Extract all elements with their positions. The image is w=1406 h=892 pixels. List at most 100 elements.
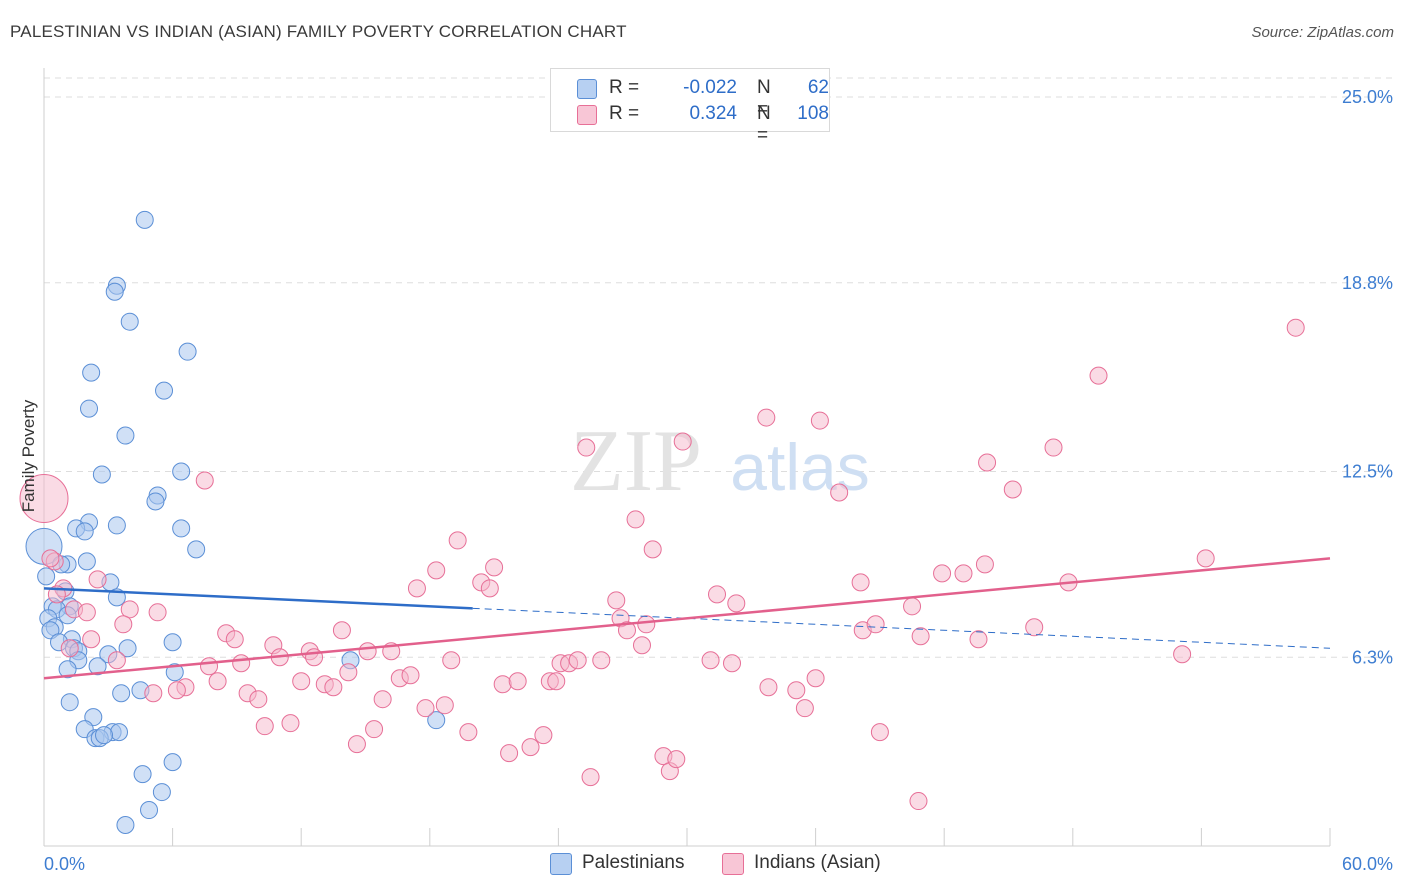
palestinians-points [25, 210, 446, 835]
n-value: 62 [807, 77, 829, 98]
indians-point [358, 642, 377, 661]
palestinians-point [80, 399, 99, 418]
indians-point [373, 690, 392, 709]
indians-point [200, 657, 219, 676]
indians-point [607, 591, 626, 610]
axes [43, 68, 1331, 847]
indians-point [851, 573, 870, 592]
palestinians-point [82, 363, 101, 382]
indians-point [708, 585, 727, 604]
indians-point [292, 672, 311, 691]
palestinians-point [120, 312, 139, 331]
palestinians-point [105, 282, 124, 301]
chart-title: PALESTINIAN VS INDIAN (ASIAN) FAMILY POV… [10, 22, 627, 41]
indians-point [167, 681, 186, 700]
indians-point [407, 579, 426, 598]
indians-point [82, 630, 101, 649]
palestinians-point [116, 816, 135, 835]
indians-trend-line [43, 557, 1331, 680]
indians-point [493, 675, 512, 694]
r-label: R = [609, 77, 640, 98]
palestinians-point [172, 519, 191, 538]
indians-point [339, 663, 358, 682]
indians-point [60, 639, 79, 658]
indians-point [19, 473, 69, 523]
indians-point [249, 690, 268, 709]
y-axis-label: Family Poverty [19, 399, 38, 512]
indians-point [1089, 366, 1108, 385]
indians-point [866, 615, 885, 634]
indians-point [933, 564, 952, 583]
n-value: 108 [797, 103, 829, 124]
watermark-atlas: atlas [730, 430, 869, 504]
indians-point [667, 750, 686, 769]
indians-point [1003, 480, 1022, 499]
palestinians-point [172, 462, 191, 481]
palestinians-point [163, 753, 182, 772]
indians-point [255, 717, 274, 736]
indians-point [903, 597, 922, 616]
indians-point [547, 672, 566, 691]
indians-point [427, 561, 446, 580]
indians-point [701, 651, 720, 670]
source-label: Source: ZipAtlas.com [1251, 24, 1394, 41]
indians-point [225, 630, 244, 649]
palestinians-point [163, 633, 182, 652]
indians-point [1196, 549, 1215, 568]
palestinians-point [92, 465, 111, 484]
indians-point [909, 792, 928, 811]
palestinians-point [152, 783, 171, 802]
palestinians-swatch [577, 79, 597, 99]
indians-point [1025, 618, 1044, 637]
palestinians-point [112, 684, 131, 703]
indians-point [521, 738, 540, 757]
x-tick-label: 60.0% [1342, 854, 1393, 874]
indians-point [500, 744, 519, 763]
tick-labels: 6.3% 12.5% 18.8% 25.0% 0.0% 60.0% [44, 87, 1393, 874]
palestinians-point [88, 657, 107, 676]
indians-point [592, 651, 611, 670]
palestinians-point [77, 552, 96, 571]
indians-point [416, 699, 435, 718]
indians-swatch [722, 853, 744, 875]
correlation-legend: R = -0.022 N = 62 R = 0.324 N = 108 [550, 68, 830, 146]
n-label: N = [757, 77, 771, 120]
indians-point [954, 564, 973, 583]
palestinians-point [107, 516, 126, 535]
indians-point [534, 726, 553, 745]
palestinians-point [116, 426, 135, 445]
palestinians-point [135, 210, 154, 229]
indians-point [365, 720, 384, 739]
indians-point [480, 579, 499, 598]
indians-point [795, 699, 814, 718]
indians-point [830, 483, 849, 502]
indians-point [806, 669, 825, 688]
palestinians-point [75, 522, 94, 541]
indians-point [637, 615, 656, 634]
indians-point [508, 672, 527, 691]
indians-point [281, 714, 300, 733]
indians-point [77, 603, 96, 622]
indians-point [581, 768, 600, 787]
indians-point [870, 723, 889, 742]
palestinians-point [95, 726, 114, 745]
palestinians-point [133, 765, 152, 784]
y-tick-label: 25.0% [1342, 87, 1393, 107]
palestinians-point [146, 492, 165, 511]
indians-point [757, 408, 776, 427]
indians-point [626, 510, 645, 529]
indians-point [723, 654, 742, 673]
indians-points [19, 318, 1305, 811]
indians-point [208, 672, 227, 691]
palestinians-point [37, 567, 56, 586]
indians-point [911, 627, 930, 646]
legend-label-indians: Indians (Asian) [754, 852, 881, 873]
r-value: 0.324 [689, 103, 737, 124]
indians-point [448, 531, 467, 550]
palestinians-point [187, 540, 206, 559]
indians-point [810, 411, 829, 430]
indians-point [1044, 438, 1063, 457]
watermark-zip: ZIP [570, 413, 702, 510]
palestinians-point [140, 801, 159, 820]
palestinians-point [60, 693, 79, 712]
